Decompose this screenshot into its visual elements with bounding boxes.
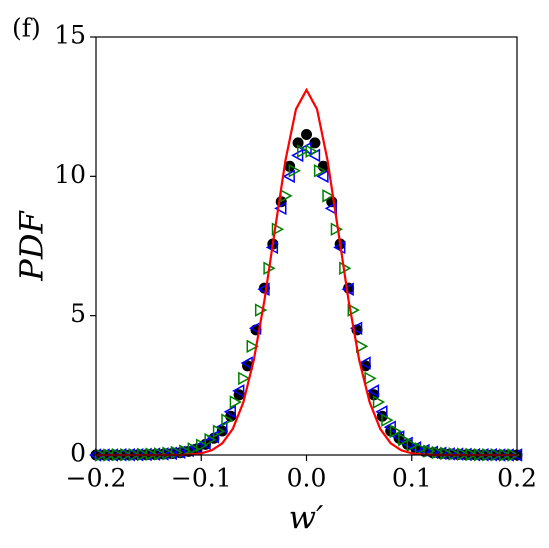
plot-frame bbox=[95, 36, 518, 456]
marker-triangle-right bbox=[229, 395, 242, 409]
x-tick-label: 0.0 bbox=[287, 464, 327, 493]
marker-triangle-left bbox=[358, 356, 371, 370]
marker-triangle-left bbox=[366, 384, 380, 398]
marker-triangle-right bbox=[322, 189, 335, 203]
marker-triangle-left bbox=[232, 384, 245, 398]
y-tick-label: 10 bbox=[54, 160, 86, 189]
x-tick-label: −0.1 bbox=[171, 464, 232, 493]
y-tick-label: 5 bbox=[70, 299, 86, 328]
marker-triangle-right bbox=[389, 424, 402, 439]
marker-triangle-right bbox=[414, 442, 428, 456]
marker-triangle-right bbox=[153, 447, 167, 461]
y-tick-label: 15 bbox=[54, 21, 86, 50]
marker-triangle-left bbox=[349, 321, 363, 335]
marker-triangle-right bbox=[212, 424, 226, 439]
x-tick-label: 0.1 bbox=[392, 464, 432, 493]
marker-triangle-right bbox=[288, 163, 301, 178]
marker-dot bbox=[301, 129, 312, 141]
marker-triangle-left bbox=[274, 201, 287, 216]
marker-dot bbox=[309, 137, 321, 149]
marker-triangle-right bbox=[406, 438, 419, 453]
marker-triangle-left bbox=[257, 282, 270, 296]
marker-triangle-right bbox=[187, 442, 200, 456]
marker-triangle-right bbox=[364, 371, 377, 386]
marker-triangle-right bbox=[347, 303, 360, 317]
y-axis-label: PDF bbox=[13, 210, 51, 282]
marker-triangle-right bbox=[238, 371, 251, 386]
marker-triangle-right bbox=[196, 438, 209, 453]
marker-triangle-right bbox=[297, 144, 310, 159]
marker-triangle-right bbox=[448, 447, 461, 461]
marker-triangle-left bbox=[316, 169, 329, 184]
y-tick-label: 0 bbox=[70, 439, 86, 468]
panel-label: (f) bbox=[12, 14, 41, 43]
marker-triangle-left bbox=[324, 201, 338, 216]
marker-triangle-right bbox=[305, 144, 318, 159]
marker-dot bbox=[292, 137, 304, 149]
marker-triangle-left bbox=[223, 405, 236, 419]
marker-triangle-right bbox=[271, 222, 285, 237]
marker-triangle-right bbox=[204, 432, 217, 447]
marker-triangle-right bbox=[398, 432, 411, 447]
x-axis-label: w′ bbox=[289, 499, 324, 537]
x-tick-label: −0.2 bbox=[66, 464, 127, 493]
marker-triangle-right bbox=[313, 163, 327, 178]
marker-triangle-right bbox=[381, 413, 394, 427]
x-tick-label: 0.2 bbox=[497, 464, 537, 493]
marker-triangle-right bbox=[254, 303, 268, 317]
marker-triangle-right bbox=[246, 339, 259, 354]
marker-triangle-right bbox=[221, 413, 234, 427]
marker-triangle-right bbox=[372, 395, 386, 409]
